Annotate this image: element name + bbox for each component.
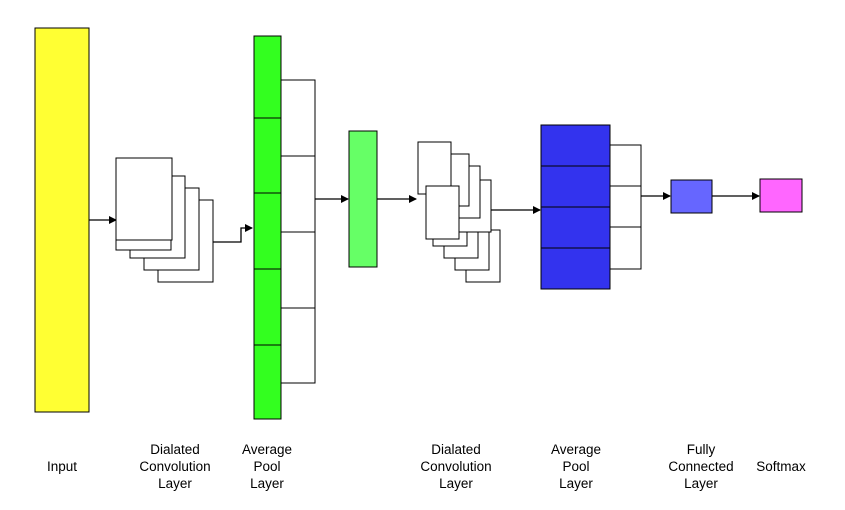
pool1-output-box [280,307,316,384]
label-conv2-line3: Layer [439,476,473,491]
conv1-feature-maps [115,157,214,283]
pool2-output-box [609,226,642,270]
pool1-output-box [280,79,316,157]
pool2-output-box [609,144,642,187]
label-conv2-line2: Convolution [420,459,492,474]
label-pool2-line3: Layer [559,476,593,491]
label-pool1-line2: Pool [253,459,281,474]
label-conv2-line1: Dialated [431,442,481,457]
label-input-line1: Input [46,459,78,474]
conv1-map-1 [115,157,173,241]
label-fc-line2: Connected [668,459,734,474]
label-pool2-line2: Pool [562,459,590,474]
input-block [34,27,90,413]
label-conv1-line2: Convolution [139,459,211,474]
label-conv1-line3: Layer [158,476,192,491]
fc-block [670,179,713,214]
label-input: Input [42,458,82,475]
label-pool2-line1: Average [550,442,602,457]
label-pool1-line1: Average [241,442,293,457]
conv2-map [425,185,460,240]
softmax-block [759,178,803,213]
pool1-block [253,35,316,420]
label-softmax-line1: Softmax [756,459,806,474]
arrow-conv1-to-pool1 [213,224,253,243]
label-fc-line1: Fully [686,442,716,457]
pool2-output-box [609,185,642,228]
mid-green-block [348,130,378,268]
label-pool1-line3: Layer [250,476,284,491]
label-conv1: Dialated Convolution Layer [120,441,230,492]
pool1-output-box [280,231,316,309]
label-pool2: Average Pool Layer [536,441,616,492]
pool2-block [540,124,642,290]
pool1-output-box [280,155,316,233]
label-conv1-line1: Dialated [150,442,200,457]
conv2-map [417,141,452,195]
conv2-feature-maps [417,141,501,283]
label-conv2: Dialated Convolution Layer [401,441,511,492]
label-softmax: Softmax [746,458,816,475]
label-fc-line3: Layer [684,476,718,491]
label-pool1: Average Pool Layer [227,441,307,492]
pool1-column [253,35,282,420]
label-fc: Fully Connected Layer [661,441,741,492]
